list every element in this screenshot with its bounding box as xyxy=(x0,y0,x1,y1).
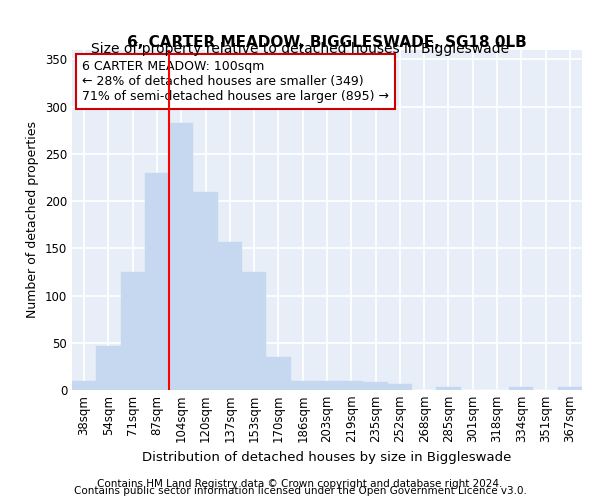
Bar xyxy=(96,346,121,390)
Bar xyxy=(218,242,242,390)
Text: Contains HM Land Registry data © Crown copyright and database right 2024.: Contains HM Land Registry data © Crown c… xyxy=(97,479,503,489)
Bar xyxy=(193,192,218,390)
Bar xyxy=(290,380,315,390)
Text: Size of property relative to detached houses in Biggleswade: Size of property relative to detached ho… xyxy=(91,42,509,56)
Text: 6 CARTER MEADOW: 100sqm
← 28% of detached houses are smaller (349)
71% of semi-d: 6 CARTER MEADOW: 100sqm ← 28% of detache… xyxy=(82,60,389,103)
Bar xyxy=(388,384,412,390)
Bar xyxy=(242,272,266,390)
Bar xyxy=(558,387,582,390)
Title: 6, CARTER MEADOW, BIGGLESWADE, SG18 0LB: 6, CARTER MEADOW, BIGGLESWADE, SG18 0LB xyxy=(127,35,527,50)
Bar xyxy=(315,380,339,390)
Bar xyxy=(121,272,145,390)
Bar xyxy=(169,122,193,390)
X-axis label: Distribution of detached houses by size in Biggleswade: Distribution of detached houses by size … xyxy=(142,451,512,464)
Bar xyxy=(145,173,169,390)
Bar xyxy=(509,387,533,390)
Text: Contains public sector information licensed under the Open Government Licence v3: Contains public sector information licen… xyxy=(74,486,526,496)
Bar xyxy=(339,380,364,390)
Bar xyxy=(364,382,388,390)
Bar xyxy=(266,357,290,390)
Bar xyxy=(436,387,461,390)
Bar xyxy=(72,380,96,390)
Y-axis label: Number of detached properties: Number of detached properties xyxy=(26,122,40,318)
